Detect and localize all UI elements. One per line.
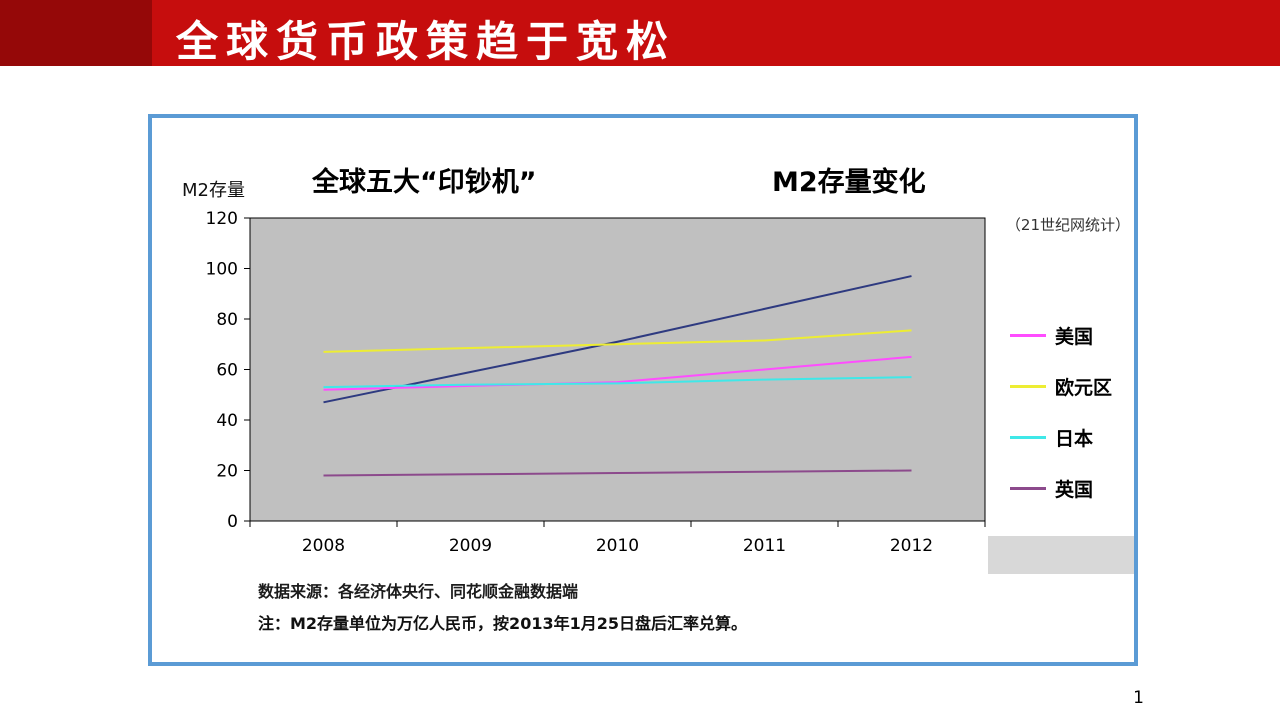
svg-text:2009: 2009 bbox=[449, 536, 492, 556]
svg-text:2011: 2011 bbox=[743, 536, 786, 556]
stat-source-note: （21世纪网统计） bbox=[1005, 216, 1130, 234]
legend-item: 日本 bbox=[1010, 424, 1112, 451]
svg-text:2010: 2010 bbox=[596, 536, 639, 556]
svg-text:2008: 2008 bbox=[302, 536, 345, 556]
legend-swatch bbox=[1010, 436, 1046, 439]
data-source-text: 数据来源：各经济体央行、同花顺金融数据端 bbox=[258, 582, 579, 601]
legend-label: 欧元区 bbox=[1055, 377, 1113, 399]
svg-text:120: 120 bbox=[206, 209, 238, 229]
svg-text:60: 60 bbox=[216, 361, 238, 381]
legend-swatch bbox=[1010, 487, 1046, 490]
chart-title-left: 全球五大“印钞机” bbox=[312, 167, 537, 198]
svg-text:80: 80 bbox=[216, 310, 238, 330]
legend-item: 欧元区 bbox=[1010, 373, 1112, 400]
chart-title-right: M2存量变化 bbox=[772, 167, 926, 198]
legend-label: 日本 bbox=[1055, 428, 1094, 450]
slide-header: 全球货币政策趋于宽松 bbox=[0, 0, 1280, 66]
slide-title: 全球货币政策趋于宽松 bbox=[176, 17, 677, 66]
svg-text:2012: 2012 bbox=[890, 536, 933, 556]
line-chart: 0 20 40 60 80 100 120 2008 2009 2010 2011 2012 bbox=[206, 209, 986, 556]
chart-card: M2存量 全球五大“印钞机” M2存量变化 （21世纪网统计） 0 20 40 60 8… bbox=[148, 114, 1138, 666]
legend-label: 英国 bbox=[1055, 479, 1094, 501]
legend-label: 美国 bbox=[1055, 326, 1094, 348]
chart-legend: 美国 欧元区 日本 英国 bbox=[1010, 322, 1112, 502]
svg-text:40: 40 bbox=[216, 411, 238, 431]
svg-text:0: 0 bbox=[227, 512, 238, 532]
legend-swatch bbox=[1010, 334, 1046, 337]
image-artifact-strip bbox=[988, 536, 1134, 574]
header-accent-block bbox=[0, 0, 152, 66]
legend-swatch bbox=[1010, 385, 1046, 388]
svg-text:20: 20 bbox=[216, 462, 238, 482]
legend-item: 英国 bbox=[1010, 475, 1112, 502]
svg-text:100: 100 bbox=[206, 260, 238, 280]
y-axis-title: M2存量 bbox=[182, 180, 245, 201]
footnote-text: 注：M2存量单位为万亿人民币，按2013年1月25日盘后汇率兑算。 bbox=[258, 614, 747, 633]
page-number: 1 bbox=[1133, 688, 1144, 708]
legend-item: 美国 bbox=[1010, 322, 1112, 349]
